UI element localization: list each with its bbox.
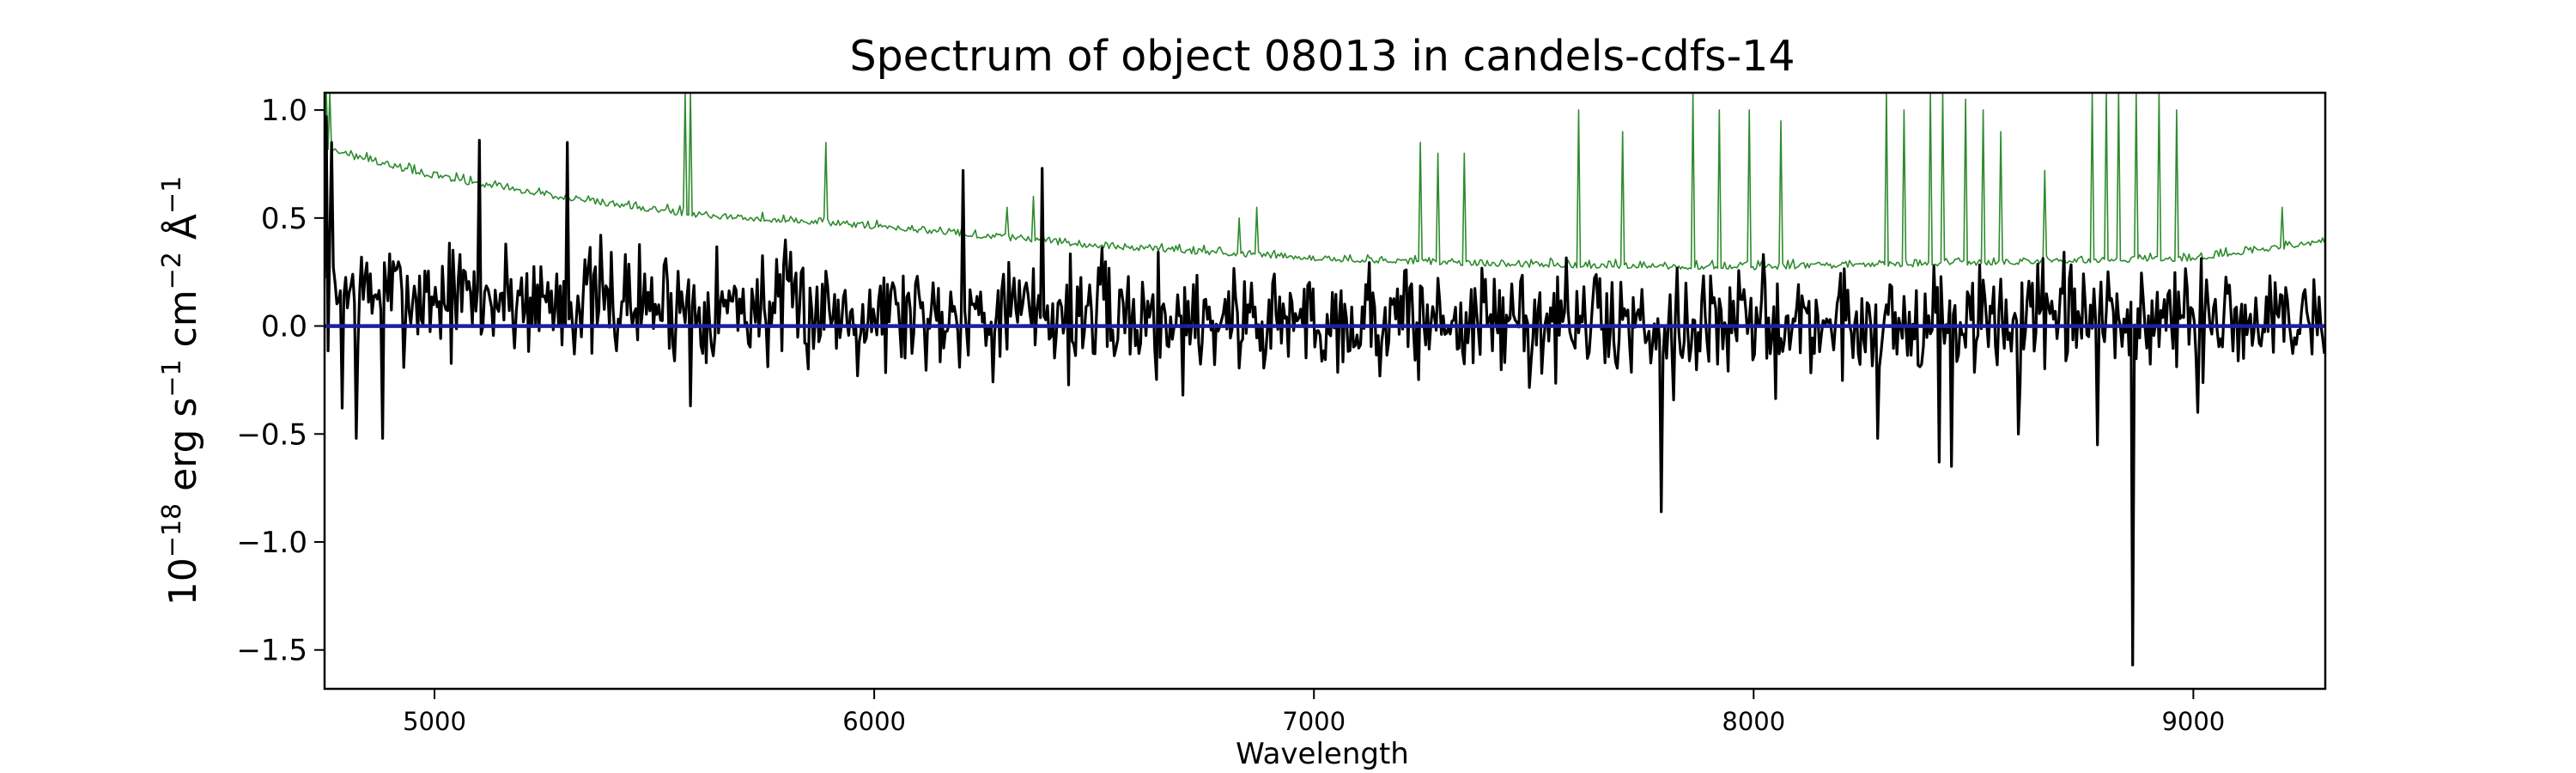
flux-series-line <box>325 115 2325 666</box>
plot-frame <box>323 91 2327 691</box>
noise-series-line <box>325 93 2325 271</box>
x-tick-label: 6000 <box>842 707 906 736</box>
y-tick-label: 1.0 <box>261 94 307 128</box>
y-axis-label: 10−18 erg s−1 cm−2 Å−1 <box>157 176 205 606</box>
chart-title: Spectrum of object 08013 in candels-cdfs… <box>849 32 1795 81</box>
y-tick-label: 0.0 <box>261 310 307 344</box>
x-tick-label: 7000 <box>1282 707 1346 736</box>
x-axis-label: Wavelength <box>1236 737 1409 771</box>
x-tick-label: 8000 <box>1722 707 1785 736</box>
y-tick-label: −0.5 <box>236 417 307 452</box>
y-tick-label: −1.5 <box>236 634 307 668</box>
y-tick-label: −1.0 <box>236 526 307 560</box>
x-tick-label: 5000 <box>403 707 466 736</box>
y-tick-label: 0.5 <box>261 202 307 236</box>
x-tick-label: 9000 <box>2161 707 2225 736</box>
